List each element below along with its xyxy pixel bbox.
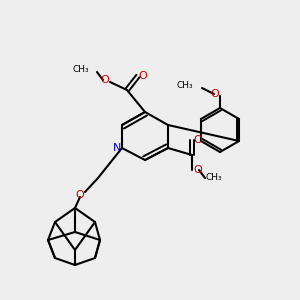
Text: O: O xyxy=(100,75,109,85)
Text: O: O xyxy=(76,190,84,200)
Text: CH₃: CH₃ xyxy=(206,173,222,182)
Text: O: O xyxy=(194,165,202,175)
Text: O: O xyxy=(194,135,202,145)
Text: O: O xyxy=(139,71,147,81)
Text: CH₃: CH₃ xyxy=(72,65,89,74)
Text: CH₃: CH₃ xyxy=(176,82,193,91)
Text: O: O xyxy=(211,89,219,99)
Text: N: N xyxy=(113,143,121,153)
